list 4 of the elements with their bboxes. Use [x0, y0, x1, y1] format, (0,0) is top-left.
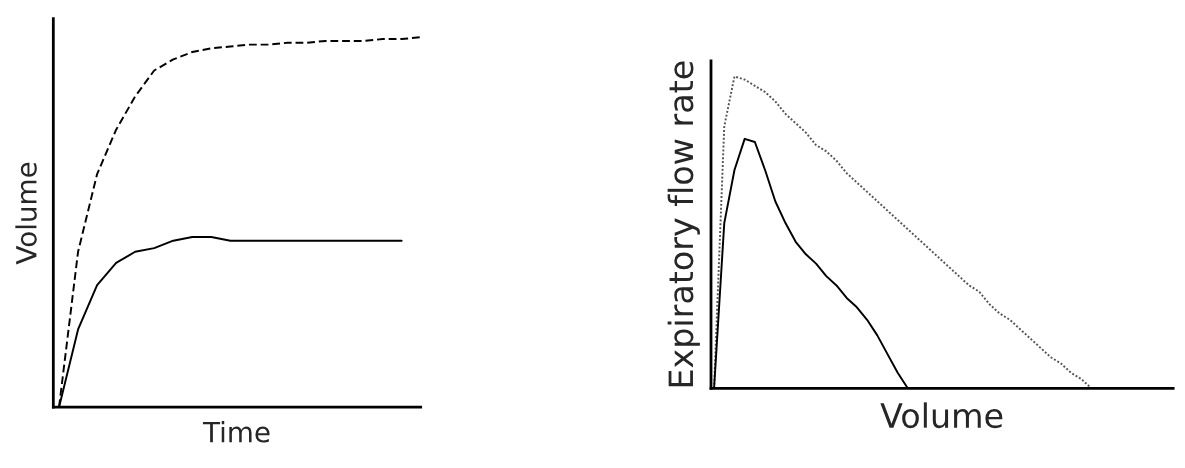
x-axis-title: Time: [202, 421, 270, 443]
y-axis-title: Expiratory flow rate: [667, 61, 700, 387]
y-axis-title: Volume: [15, 162, 37, 265]
x-axis-title: Volume: [880, 402, 1003, 429]
